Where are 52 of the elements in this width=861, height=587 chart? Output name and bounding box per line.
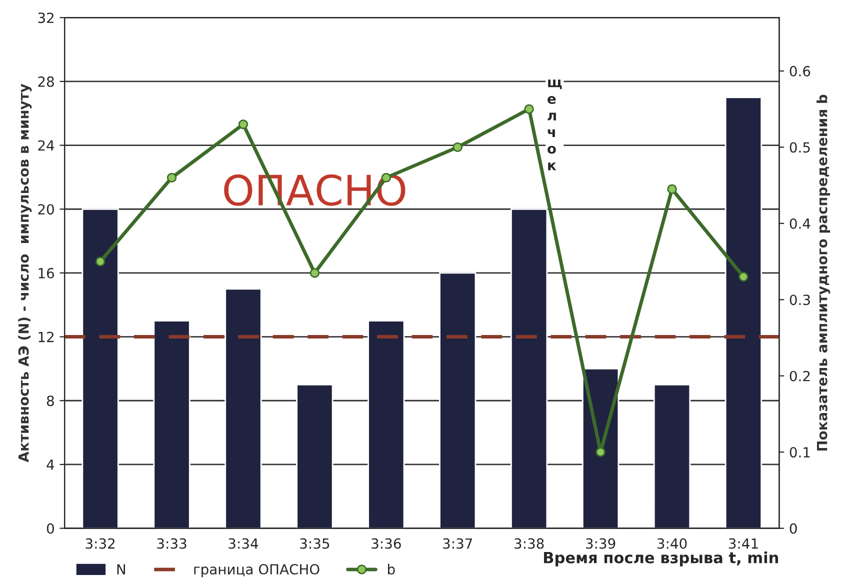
point (310, 268, 320, 278)
legend-label: граница ОПАСНО (194, 564, 320, 578)
y-tick-label: 4 (46, 460, 54, 470)
y2-tick-label: 0.5 (790, 142, 810, 153)
x-axis-title: Время после взрыва t, min (544, 552, 778, 566)
point (238, 119, 248, 130)
y-tick-label: 12 (38, 332, 54, 342)
x-tick-label: 3:41 (728, 538, 758, 549)
bar (153, 320, 190, 528)
point (596, 447, 606, 457)
legend-label: N (117, 564, 125, 574)
bar (296, 384, 334, 528)
y2-tick-label: 0.3 (790, 294, 810, 306)
y-tick-label: 8 (46, 396, 54, 406)
y-tick-label: 32 (38, 12, 54, 24)
x-tick-label: 3:38 (514, 538, 544, 549)
bar (653, 384, 691, 528)
bar (582, 368, 620, 528)
x-tick-label: 3:34 (228, 538, 258, 549)
y2-tick-label: 0.2 (790, 370, 810, 382)
legend-label: b (388, 564, 395, 575)
bar (82, 208, 119, 528)
point (452, 142, 462, 152)
bar (439, 272, 476, 528)
x-tick-label: 3:32 (86, 538, 115, 549)
y2-tick-label: 0 (790, 523, 797, 534)
point (166, 172, 177, 183)
x-tick-label: 3:39 (586, 538, 616, 549)
point (667, 184, 677, 194)
y2-tick-label: 0.6 (790, 66, 810, 76)
y2-tick-label: 0.4 (790, 218, 810, 229)
x-tick-label: 3:33 (157, 538, 186, 549)
point (524, 104, 534, 114)
point (95, 256, 106, 266)
x-tick-label: 3:35 (300, 538, 330, 549)
bar (368, 320, 405, 528)
bar (224, 288, 262, 528)
y2-tick-label: 0.1 (790, 447, 810, 458)
x-tick-label: 3:40 (657, 538, 687, 549)
annotation: щелчок (548, 80, 562, 170)
y2-axis-title: Показатель амплитудного распределения b (816, 94, 830, 451)
bar (510, 208, 548, 528)
y-tick-label: 28 (38, 76, 54, 87)
y-tick-label: 16 (38, 268, 54, 278)
y-tick-label: 0 (46, 523, 54, 534)
bar (724, 96, 762, 528)
y-axis-title: Активность АЭ (N) - число импульсов в минуту (18, 84, 32, 462)
y-tick-label: 20 (38, 204, 54, 215)
y-tick-label: 24 (38, 140, 54, 151)
x-tick-label: 3:37 (443, 538, 472, 549)
point (738, 272, 748, 282)
x-tick-label: 3:36 (372, 538, 401, 549)
